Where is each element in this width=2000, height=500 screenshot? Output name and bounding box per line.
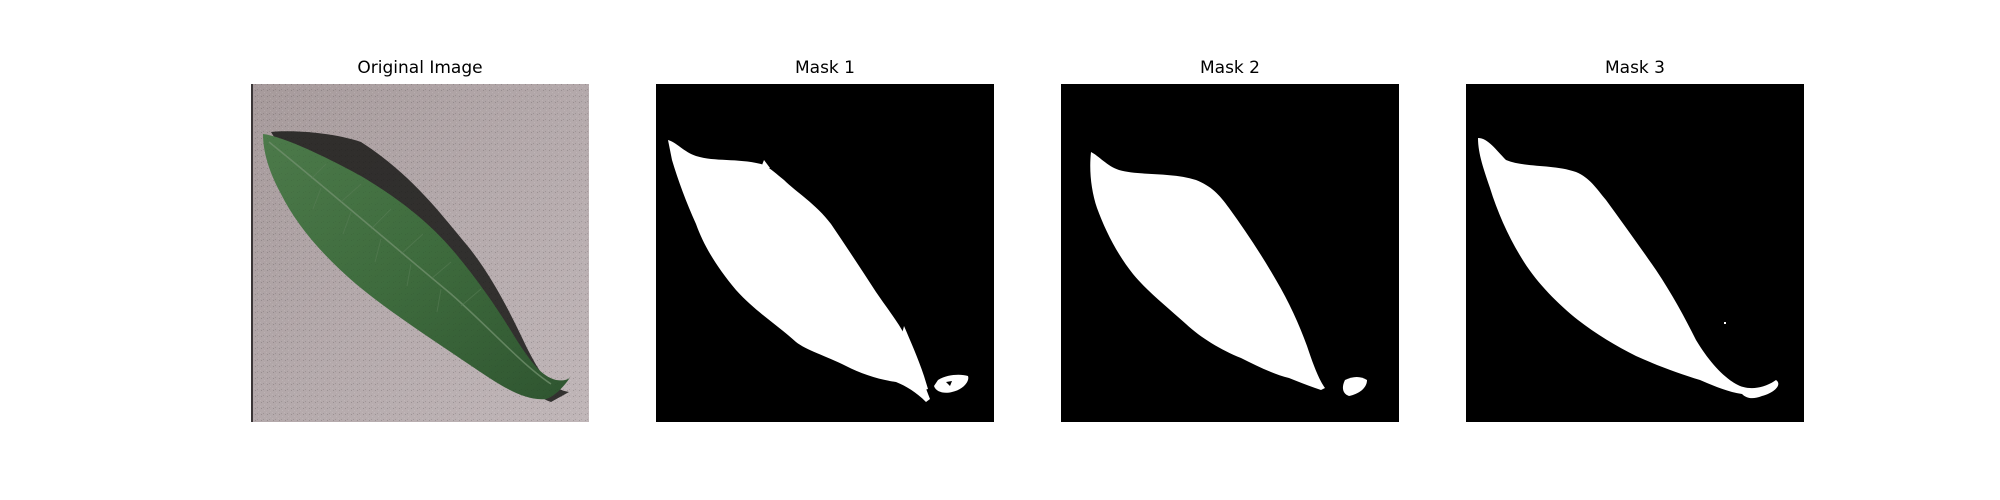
mask-3-region <box>1478 138 1779 399</box>
panel-title: Original Image <box>357 58 483 78</box>
mask-2-image <box>1061 84 1399 422</box>
panel-title: Mask 2 <box>1199 58 1260 78</box>
leaf-midrib <box>268 141 552 385</box>
panel-title: Mask 3 <box>1604 58 1665 78</box>
mask-1-tip-blob <box>934 374 969 393</box>
mask-1-image <box>656 84 994 422</box>
mask-1-region <box>668 140 930 402</box>
panel-title: Mask 1 <box>794 58 855 78</box>
mask-3-image <box>1466 84 1804 422</box>
mask-2-region <box>1090 152 1325 390</box>
original-leaf-photo <box>251 84 589 422</box>
mask-2-tip-island <box>1342 377 1367 396</box>
